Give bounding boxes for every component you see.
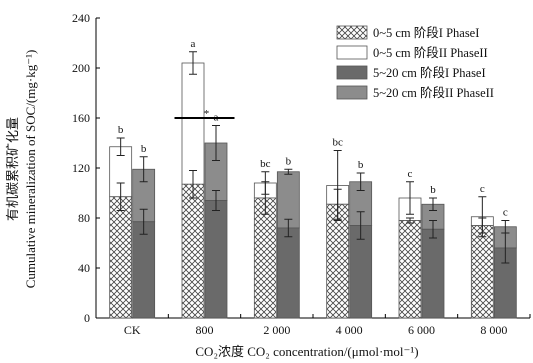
x-tick-label: 6 000 bbox=[408, 323, 435, 337]
y-tick-label: 80 bbox=[78, 211, 90, 225]
bar-phase1-0 bbox=[253, 197, 277, 319]
bar-phase1-1 bbox=[204, 200, 228, 319]
bar-phase1-1 bbox=[421, 228, 445, 319]
bar-phase1-0 bbox=[398, 220, 422, 319]
x-tick-label: CK bbox=[124, 323, 141, 337]
bar-phase1-0 bbox=[326, 203, 350, 319]
significance-label: c bbox=[480, 183, 485, 195]
legend-label: 0~5 cm 阶段II PhaseII bbox=[373, 45, 488, 60]
significance-label: bc bbox=[332, 137, 343, 149]
x-tick-label: 4 000 bbox=[336, 323, 363, 337]
bar-phase1-0 bbox=[109, 196, 133, 319]
significance-label: b bbox=[430, 184, 436, 196]
legend-label: 5~20 cm 阶段II PhaseII bbox=[373, 85, 494, 100]
significance-label: b bbox=[358, 159, 364, 171]
y-axis-title: 有机碳累积矿化量 Cumulative mineralization of SO… bbox=[5, 50, 38, 289]
bar-phase1-1 bbox=[132, 221, 156, 319]
significance-asterisk: * bbox=[204, 108, 210, 120]
significance-label: c bbox=[503, 207, 508, 219]
legend: 0~5 cm 阶段I PhaseI 0~5 cm 阶段II PhaseII 5~20… bbox=[336, 25, 494, 100]
y-tick-label: 240 bbox=[72, 11, 90, 25]
y-tick-label: 0 bbox=[84, 311, 90, 325]
x-tick-label: 800 bbox=[196, 323, 214, 337]
significance-label: a bbox=[191, 38, 196, 50]
x-axis-title: CO₂浓度 CO₂ concentration/(μmol·mol⁻¹) bbox=[195, 344, 418, 359]
legend-swatch bbox=[336, 25, 368, 40]
significance-label: bc bbox=[260, 158, 271, 170]
y-tick-label: 40 bbox=[78, 261, 90, 275]
legend-label: 5~20 cm 阶段I PhaseI bbox=[373, 65, 486, 80]
legend-swatch bbox=[336, 85, 368, 100]
y-axis-title-cn: 有机碳累积矿化量 bbox=[5, 117, 20, 221]
bar-phase1-0 bbox=[470, 225, 494, 319]
significance-label: c bbox=[408, 168, 413, 180]
y-tick-label: 160 bbox=[72, 111, 90, 125]
bar-phase1-0 bbox=[181, 183, 205, 319]
x-tick-label: 2 000 bbox=[263, 323, 290, 337]
legend-swatch bbox=[336, 65, 368, 80]
significance-label: b bbox=[286, 155, 292, 167]
x-tick-label: 8 000 bbox=[480, 323, 507, 337]
legend-label: 0~5 cm 阶段I PhaseI bbox=[373, 25, 479, 40]
bar-phase2-0 bbox=[181, 62, 205, 185]
legend-swatch bbox=[336, 45, 368, 60]
y-tick-label: 120 bbox=[72, 161, 90, 175]
significance-label: b bbox=[118, 124, 124, 136]
significance-label: b bbox=[141, 143, 147, 155]
y-axis-title-en: Cumulative mineralization of SOC/(mg·kg⁻… bbox=[23, 50, 38, 289]
bar-phase1-1 bbox=[276, 227, 300, 319]
y-tick-label: 200 bbox=[72, 61, 90, 75]
